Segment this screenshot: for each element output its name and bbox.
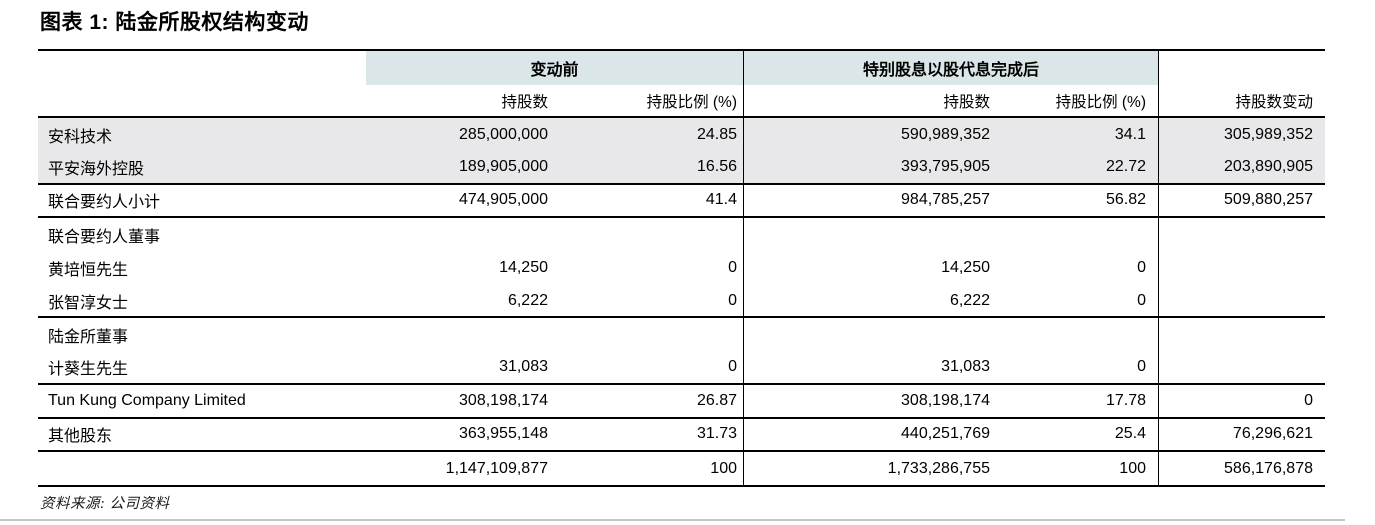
row-cell: 509,880,257	[1158, 184, 1325, 217]
row-name: Tun Kung Company Limited	[48, 391, 246, 409]
group-header-after: 特别股息以股代息完成后	[743, 51, 1158, 85]
table-row: 其他股东 363,955,148 31.73 440,251,769 25.4 …	[38, 418, 1325, 452]
row-cell: 0	[728, 259, 737, 277]
row-cell	[1158, 318, 1325, 352]
row-cell: 14,250	[499, 259, 548, 277]
row-cell: 393,795,905	[743, 151, 1003, 183]
row-name: 陆金所董事	[48, 329, 129, 347]
row-cell: 590,989,352	[743, 118, 1003, 152]
row-cell: 31,083	[499, 358, 548, 376]
figure-title: 图表 1: 陆金所股权结构变动	[40, 11, 309, 34]
row-cell: 6,222	[507, 291, 548, 309]
row-cell: 16.56	[562, 151, 743, 183]
row-cell: 984,785,257	[743, 184, 1003, 217]
row-cell: 0	[1158, 385, 1325, 417]
row-cell	[1158, 351, 1325, 384]
row-cell	[743, 218, 1003, 252]
column-header-ratio-before: 持股比例 (%)	[646, 93, 737, 111]
table-row: 黄培恒先生 14,250 0 14,250 0	[38, 251, 1325, 285]
group-header-before: 变动前	[366, 51, 743, 85]
row-name: 计葵生先生	[48, 361, 129, 379]
table-row: 安科技术 285,000,000 24.85 590,989,352 34.1 …	[38, 118, 1325, 152]
row-cell: 34.1	[1003, 118, 1158, 152]
row-cell: 14,250	[743, 251, 1003, 285]
row-cell: 26.87	[696, 391, 737, 409]
row-cell: 1,147,109,877	[445, 459, 548, 477]
row-cell: 440,251,769	[743, 418, 1003, 450]
row-cell: 76,296,621	[1158, 418, 1325, 450]
row-cell	[562, 318, 743, 351]
table-row: 计葵生先生 31,083 0 31,083 0	[38, 351, 1325, 386]
row-cell: 25.4	[1114, 425, 1146, 443]
shareholding-table: 变动前 特别股息以股代息完成后 持股数 持股比例 (%) 持股数 持股比例 (%…	[38, 49, 1325, 488]
row-cell: 22.72	[1003, 151, 1158, 183]
row-cell: 100	[1119, 459, 1146, 477]
table-row: 张智淳女士 6,222 0 6,222 0	[38, 284, 1325, 319]
table-row: 联合要约人董事	[38, 218, 1325, 252]
row-cell: 100	[710, 459, 737, 477]
row-cell	[1158, 218, 1325, 252]
row-cell: 285,000,000	[366, 118, 562, 152]
column-header-row: 持股数 持股比例 (%) 持股数 持股比例 (%) 持股数变动	[38, 85, 1325, 118]
row-cell	[1158, 284, 1325, 317]
table-row: 平安海外控股 189,905,000 16.56 393,795,905 22.…	[38, 151, 1325, 185]
table-row: 1,147,109,877 100 1,733,286,755 100 586,…	[38, 451, 1325, 486]
row-cell	[366, 218, 562, 251]
group-header-spacer	[38, 51, 366, 85]
table-body: 安科技术 285,000,000 24.85 590,989,352 34.1 …	[38, 118, 1325, 488]
column-header-name	[38, 85, 366, 116]
column-header-shares-after: 持股数	[743, 85, 1003, 116]
source-note: 资料来源: 公司资料	[40, 496, 170, 512]
row-cell: 474,905,000	[459, 191, 548, 209]
row-cell: 31,083	[743, 351, 1003, 384]
row-cell	[743, 318, 1003, 352]
row-cell: 56.82	[1105, 191, 1146, 209]
row-name: 平安海外控股	[38, 151, 366, 183]
row-cell: 305,989,352	[1158, 118, 1325, 152]
row-name: 联合要约人小计	[48, 194, 161, 212]
column-header-share-change: 持股数变动	[1158, 85, 1325, 116]
group-header-change-spacer	[1158, 51, 1325, 85]
row-name	[38, 452, 366, 485]
row-cell	[366, 318, 562, 351]
row-cell: 31.73	[696, 425, 737, 443]
row-name: 张智淳女士	[48, 294, 129, 312]
row-cell	[1003, 218, 1158, 251]
column-header-shares-before: 持股数	[501, 93, 548, 111]
table-row: 陆金所董事	[38, 318, 1325, 352]
row-cell: 24.85	[562, 118, 743, 152]
column-header-ratio-after: 持股比例 (%)	[1055, 93, 1146, 111]
row-cell: 0	[1137, 291, 1146, 309]
row-cell: 0	[1137, 259, 1146, 277]
row-cell: 586,176,878	[1158, 451, 1325, 486]
row-cell	[562, 218, 743, 251]
row-cell	[1003, 318, 1158, 351]
row-cell: 0	[728, 358, 737, 376]
row-name: 其他股东	[48, 428, 113, 446]
row-name: 黄培恒先生	[48, 262, 129, 280]
row-cell: 0	[1137, 358, 1146, 376]
row-cell: 41.4	[705, 191, 737, 209]
row-cell	[1158, 251, 1325, 285]
row-cell: 6,222	[743, 284, 1003, 317]
row-cell: 203,890,905	[1158, 151, 1325, 183]
page-bottom-divider	[0, 519, 1345, 521]
row-cell: 308,198,174	[743, 385, 1003, 417]
row-cell: 189,905,000	[366, 151, 562, 183]
row-cell: 363,955,148	[459, 425, 548, 443]
row-cell: 308,198,174	[459, 391, 548, 409]
group-header-row: 变动前 特别股息以股代息完成后	[38, 51, 1325, 85]
table-row: Tun Kung Company Limited 308,198,174 26.…	[38, 385, 1325, 419]
row-cell: 17.78	[1105, 391, 1146, 409]
row-cell: 1,733,286,755	[743, 451, 1003, 486]
table-row: 联合要约人小计 474,905,000 41.4 984,785,257 56.…	[38, 184, 1325, 219]
row-cell: 0	[728, 291, 737, 309]
row-name: 联合要约人董事	[48, 228, 161, 246]
row-name: 安科技术	[38, 118, 366, 152]
